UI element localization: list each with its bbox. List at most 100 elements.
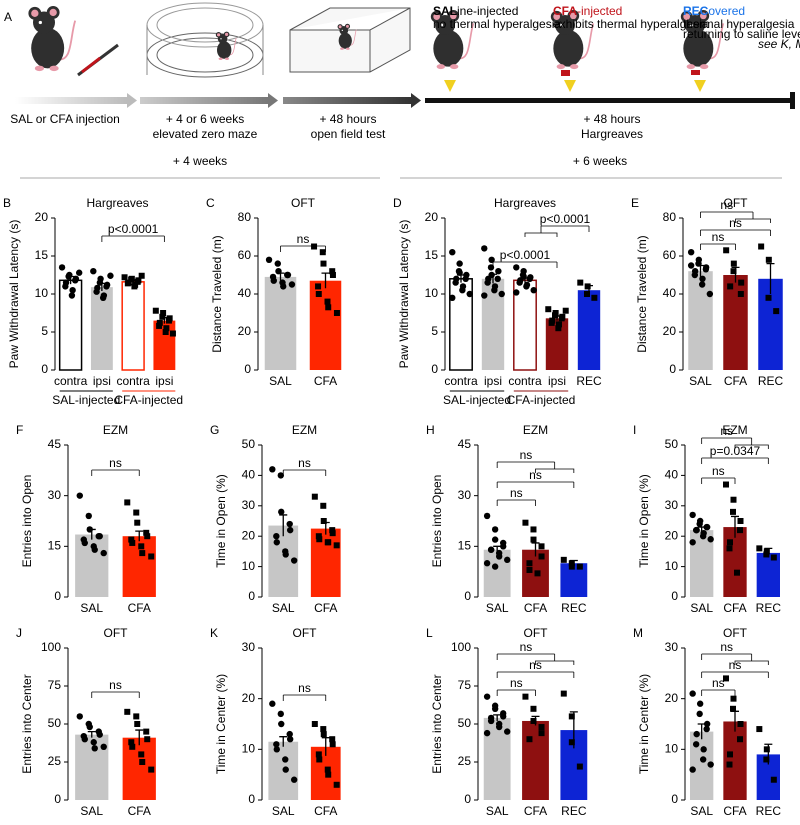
data-point <box>286 736 294 743</box>
y-tick-label: 0 <box>464 792 471 806</box>
bar <box>688 271 713 370</box>
data-point <box>277 472 284 479</box>
data-point <box>756 545 763 552</box>
data-point <box>284 271 292 279</box>
significance-label: ns <box>712 464 725 478</box>
y-axis-label: Entries into Open <box>430 475 444 568</box>
x-tick-label: CFA <box>723 601 746 615</box>
x-tick-label: CFA <box>314 374 337 388</box>
error-bar <box>697 723 706 740</box>
significance-bracket <box>496 671 575 678</box>
data-point <box>273 741 280 748</box>
x-tick-label: ipsi <box>548 374 566 388</box>
data-point <box>325 771 332 778</box>
data-point <box>273 539 280 546</box>
panel-letter: D <box>393 196 402 210</box>
significance-label: ns <box>729 658 742 672</box>
panel-letter: B <box>3 196 11 210</box>
y-tick-label: 60 <box>238 248 252 262</box>
data-point <box>129 743 136 750</box>
significance-label: ns <box>529 468 542 482</box>
x-tick-label: REC <box>576 374 602 388</box>
data-point <box>483 729 491 737</box>
data-point <box>487 546 495 553</box>
data-point <box>81 736 88 743</box>
data-point <box>68 292 76 299</box>
data-point <box>765 294 772 301</box>
error-bar <box>489 273 497 284</box>
data-point <box>462 275 469 282</box>
y-tick-label: 45 <box>458 437 472 451</box>
data-point <box>270 277 277 284</box>
y-tick-label: 25 <box>458 754 472 768</box>
y-axis-label: Time in Center (%) <box>214 674 228 774</box>
data-point <box>96 533 103 540</box>
y-tick-label: 0 <box>54 792 61 806</box>
data-point <box>495 268 502 275</box>
data-point <box>699 756 707 763</box>
error-bar <box>321 737 330 756</box>
data-point <box>134 278 141 285</box>
y-tick-label: 15 <box>425 248 439 262</box>
data-point <box>552 312 558 319</box>
data-point <box>333 542 340 549</box>
y-tick-label: 0 <box>41 362 48 376</box>
data-point <box>138 751 145 758</box>
data-point <box>148 553 155 560</box>
outcome-note: see K, M <box>758 37 800 51</box>
data-point <box>128 276 135 283</box>
error-bar <box>321 521 330 535</box>
data-point <box>487 717 495 725</box>
data-point <box>488 271 495 279</box>
chart-title: OFT <box>724 196 749 210</box>
error-bar <box>569 711 578 749</box>
data-point <box>689 539 696 546</box>
data-point <box>156 322 163 329</box>
data-point <box>311 721 318 727</box>
significance-label: p<0.0001 <box>108 222 159 236</box>
x-tick-label: CFA <box>128 601 151 615</box>
data-point <box>315 751 322 758</box>
significance-label: ns <box>720 424 733 438</box>
x-tick-label: REC <box>756 804 782 818</box>
data-point <box>273 533 280 540</box>
y-tick-label: 30 <box>458 488 472 502</box>
data-point <box>449 249 456 256</box>
significance-bracket <box>91 469 140 476</box>
data-point <box>730 508 736 515</box>
bar <box>309 280 342 370</box>
data-point <box>329 530 336 537</box>
data-point <box>484 279 491 286</box>
data-point <box>133 713 140 720</box>
y-axis-label: Entries into Open <box>20 475 34 568</box>
data-point <box>765 256 772 263</box>
data-point <box>568 560 575 567</box>
data-point <box>500 713 507 720</box>
data-point <box>727 283 734 290</box>
data-point <box>456 260 463 267</box>
x-tick-label: ipsi <box>93 374 111 388</box>
data-point <box>538 543 545 550</box>
significance-label: ns <box>720 198 733 212</box>
data-point <box>703 725 710 733</box>
data-point <box>770 554 777 561</box>
data-point <box>520 273 527 280</box>
error-bar <box>493 714 502 721</box>
x-tick-label: SAL <box>486 601 509 615</box>
chart-title: Hargreaves <box>494 196 556 210</box>
data-point <box>723 247 730 254</box>
data-point <box>730 705 736 712</box>
data-point <box>526 275 533 282</box>
significance-bracket <box>701 457 769 464</box>
data-point <box>696 700 704 707</box>
data-point <box>591 294 598 301</box>
data-point <box>737 736 743 743</box>
data-point <box>737 518 744 524</box>
data-point <box>76 713 83 720</box>
outcome-note: returning to saline levels <box>683 27 800 41</box>
bar <box>690 530 714 597</box>
y-tick-label: 0 <box>248 792 255 806</box>
error-bar <box>731 710 739 732</box>
error-bar <box>279 514 288 537</box>
panel-letter: M <box>633 626 643 640</box>
